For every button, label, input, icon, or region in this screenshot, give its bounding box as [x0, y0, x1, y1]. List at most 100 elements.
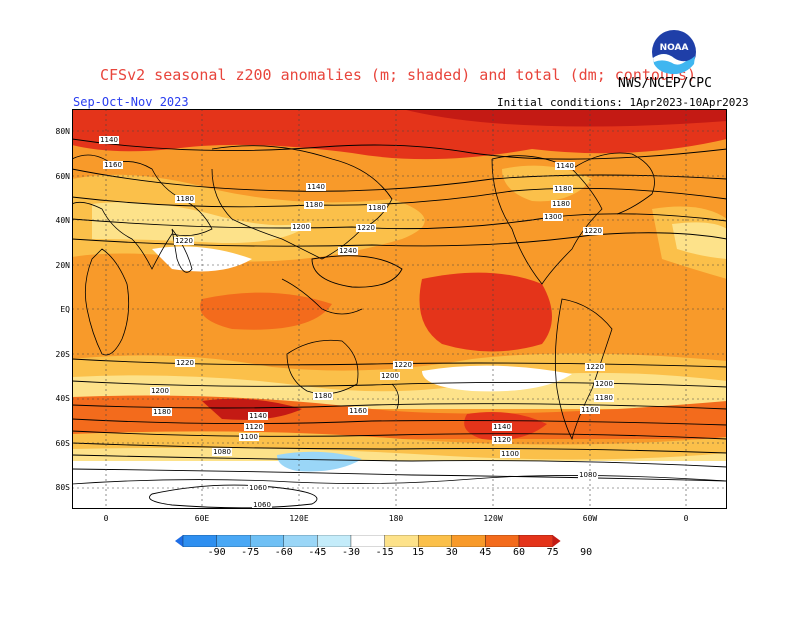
contour-label-text: 1180	[305, 201, 323, 209]
lat-label-20s: 20S	[55, 350, 70, 359]
colorbar-tick-label: 30	[445, 547, 458, 558]
colorbar-swatch	[518, 535, 553, 547]
contour-label: 1200	[291, 223, 311, 231]
contour-1160-south	[72, 418, 727, 426]
contour-label: 1220	[585, 363, 605, 371]
colorbar-swatch	[283, 535, 318, 547]
colorbar-swatch	[451, 535, 486, 547]
contour-label: 1160	[580, 406, 600, 414]
lat-label-60s: 60S	[55, 439, 70, 448]
contour-label: 1220	[393, 361, 413, 369]
contour-label-text: 1220	[176, 359, 194, 367]
colorbar-tick-label: 15	[412, 547, 425, 558]
contour-label: 1180	[551, 200, 571, 208]
colorbar-max-arrow	[552, 535, 561, 547]
contour-1120-south	[72, 442, 727, 454]
map-title: CFSv2 seasonal z200 anomalies (m; shaded…	[100, 66, 697, 84]
colorbar-swatch	[485, 535, 520, 547]
agency-label: NWS/NCEP/CPC	[618, 76, 712, 91]
lat-label-60n: 60N	[55, 172, 70, 181]
contour-label: 1080	[578, 471, 598, 479]
contour-label-text: 1140	[307, 183, 325, 191]
colorbar-swatch	[216, 535, 251, 547]
contour-label: 1180	[594, 394, 614, 402]
contour-label: 1200	[380, 372, 400, 380]
contour-1220-north	[72, 232, 727, 247]
contour-label: 1180	[313, 392, 333, 400]
contour-label-text: 1180	[552, 200, 570, 208]
contour-label: 1180	[367, 204, 387, 212]
contour-label-text: 1140	[556, 162, 574, 170]
contour-label-text: 1220	[357, 224, 375, 232]
contour-label-text: 1180	[153, 408, 171, 416]
contour-label: 1200	[150, 387, 170, 395]
contour-1100-south	[72, 454, 727, 468]
colorbar-tick-label: -60	[274, 547, 293, 558]
south-america-coast	[554, 298, 613, 441]
height-contours	[72, 138, 727, 509]
contour-label: 1120	[492, 436, 512, 444]
colorbar-tick-label: -45	[308, 547, 327, 558]
initial-conditions-label: Initial conditions: 1Apr2023-10Apr2023	[497, 96, 749, 109]
colorbar	[175, 535, 561, 547]
lon-label-120e: 120E	[289, 514, 309, 523]
contour-label-text: 1100	[501, 450, 519, 458]
anomaly-map: 1140 1160 1180 1220 1140 1180 1180 1200 1220 1240…	[72, 109, 727, 509]
season-label: Sep-Oct-Nov 2023	[73, 95, 189, 109]
contour-label-text: 1180	[595, 394, 613, 402]
contour-1160-north	[72, 168, 727, 192]
east-asia-coast	[211, 145, 393, 260]
contour-label: 1240	[338, 247, 358, 255]
eurasia-west-coast	[72, 154, 213, 270]
contour-label: 1140	[306, 183, 326, 191]
contour-label-text: 1200	[595, 380, 613, 388]
contour-label-text: 1200	[151, 387, 169, 395]
contour-1080-south	[72, 468, 727, 482]
contour-label-text: 1220	[175, 237, 193, 245]
contour-label: 1180	[175, 195, 195, 203]
colorbar-tick-label: -30	[341, 547, 361, 558]
colorbar-tick-label: -75	[241, 547, 260, 558]
colorbar-tick-label: 45	[479, 547, 492, 558]
lon-label-120w: 120W	[483, 514, 503, 523]
contour-label-text: 1140	[100, 136, 118, 144]
antarctic-neutral-anomaly	[72, 461, 727, 509]
lon-label-0: 0	[103, 514, 109, 523]
contour-label-text: 1220	[586, 363, 604, 371]
contour-label-text: 1100	[240, 433, 258, 441]
asia-weak-anomaly	[92, 202, 312, 244]
noaa-logo: NOAA	[652, 30, 696, 74]
contour-label-text: 1300	[544, 213, 562, 221]
contour-1220-south	[72, 358, 727, 368]
contour-label: 1100	[239, 433, 259, 441]
contour-label-text: 1120	[245, 423, 263, 431]
contour-label: 1220	[174, 237, 194, 245]
contour-label: 1100	[500, 450, 520, 458]
colorbar-min-arrow	[175, 535, 183, 547]
contour-1240-pacific	[311, 255, 403, 288]
contour-1140-north	[72, 138, 727, 160]
antarctic-negative-anomaly	[277, 451, 362, 472]
colorbar-tick-label: -15	[375, 547, 394, 558]
contour-label: 1180	[553, 185, 573, 193]
lat-label-80s: 80S	[55, 483, 70, 492]
lat-label-40n: 40N	[55, 216, 70, 225]
greenland-canada-coast	[571, 152, 655, 215]
lat-label-eq: EQ	[60, 305, 70, 314]
contour-label: 1220	[175, 359, 195, 367]
lon-label-180: 180	[388, 514, 404, 523]
gridlines	[72, 109, 727, 509]
contour-1060-antarctic	[149, 484, 318, 509]
south-indian-max-anomaly	[202, 398, 302, 420]
contour-label-text: 1080	[213, 448, 231, 456]
contour-label-text: 1080	[579, 471, 597, 479]
contour-label: 1180	[152, 408, 172, 416]
contour-label: 1220	[583, 227, 603, 235]
pacific-tropical-high-anomaly	[419, 272, 552, 352]
contour-label: 1120	[244, 423, 264, 431]
colorbar-swatch	[418, 535, 452, 547]
contour-label: 1180	[304, 201, 324, 209]
contour-label: 1140	[248, 412, 268, 420]
lat-label-40s: 40S	[55, 394, 70, 403]
contour-1140-south	[72, 430, 727, 440]
